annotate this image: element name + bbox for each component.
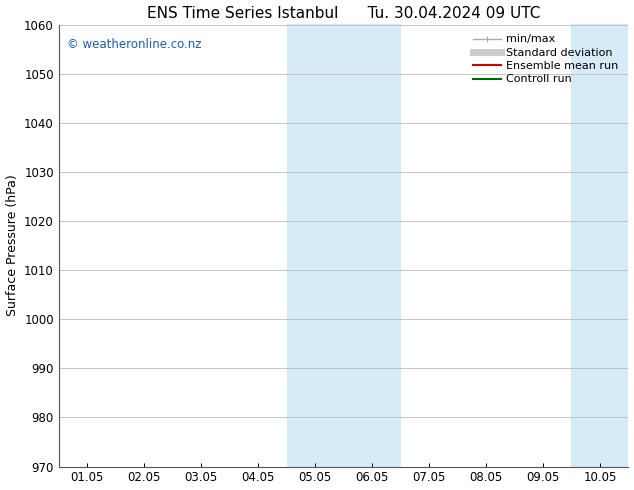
Legend: min/max, Standard deviation, Ensemble mean run, Controll run: min/max, Standard deviation, Ensemble me… bbox=[469, 30, 623, 89]
Title: ENS Time Series Istanbul      Tu. 30.04.2024 09 UTC: ENS Time Series Istanbul Tu. 30.04.2024 … bbox=[147, 5, 540, 21]
Text: © weatheronline.co.nz: © weatheronline.co.nz bbox=[67, 38, 202, 51]
Y-axis label: Surface Pressure (hPa): Surface Pressure (hPa) bbox=[6, 174, 18, 317]
Bar bbox=[571, 24, 634, 466]
Bar bbox=[287, 24, 401, 466]
